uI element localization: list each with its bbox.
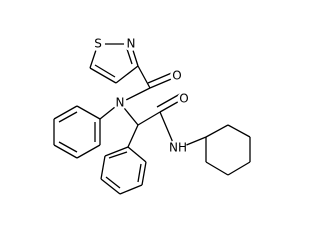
atom-label: O [179, 92, 188, 106]
atom-label: NH [169, 141, 187, 155]
atom-label: N [116, 96, 125, 110]
atom-label: O [172, 69, 181, 83]
bonds [53, 43, 251, 195]
molecule-diagram: S N O N O NH [53, 37, 251, 195]
atom-label: N [127, 37, 136, 51]
atom-label: S [94, 37, 102, 51]
atom-labels: S N O N O NH [91, 37, 191, 157]
